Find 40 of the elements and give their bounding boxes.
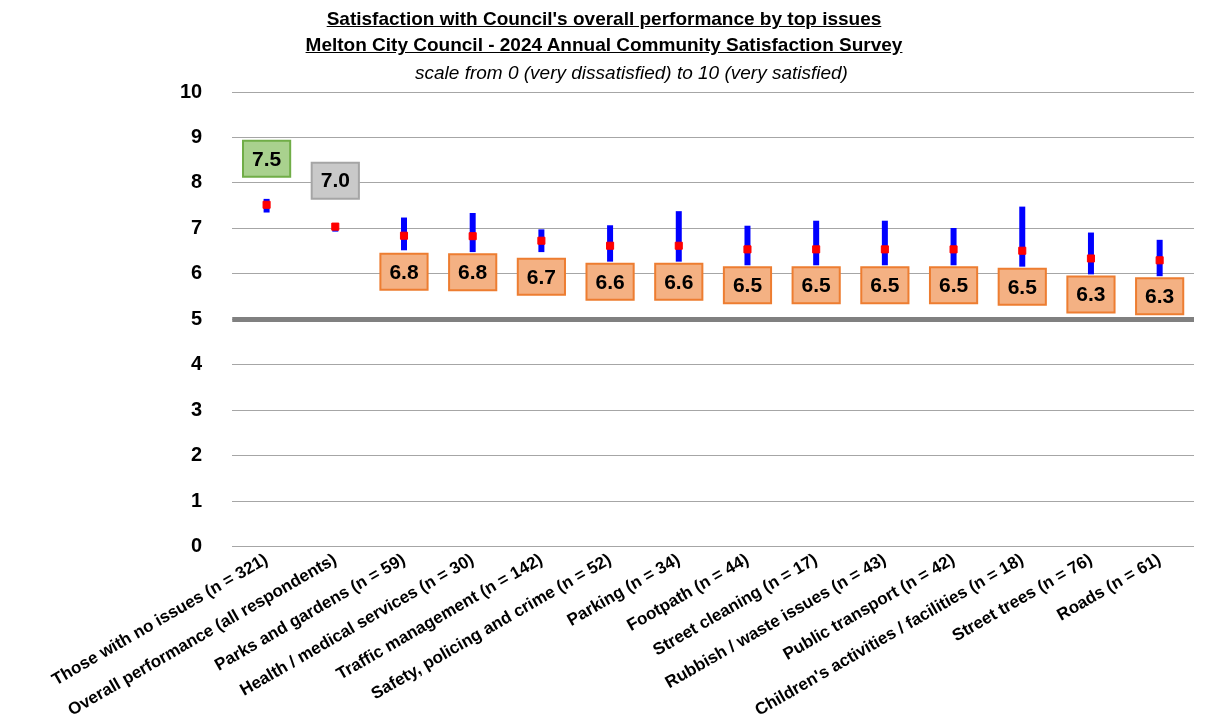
y-tick-label: 9 <box>191 125 203 147</box>
point <box>537 236 546 245</box>
point <box>743 245 752 254</box>
point <box>880 245 889 254</box>
point <box>606 241 615 250</box>
y-tick-label: 4 <box>191 352 204 375</box>
point <box>1018 246 1027 255</box>
data-label: 6.8 <box>389 259 419 283</box>
data-label: 6.5 <box>938 273 969 297</box>
y-tick-label: 7 <box>191 215 203 238</box>
point <box>812 245 821 254</box>
data-label: 6.5 <box>801 273 832 297</box>
data-label: 6.3 <box>1076 282 1106 306</box>
data-label: 6.6 <box>595 269 625 293</box>
point <box>1155 256 1164 265</box>
y-tick-label: 10 <box>180 79 203 102</box>
y-tick-label: 1 <box>191 488 203 511</box>
point <box>468 232 477 241</box>
y-tick-label: 0 <box>191 534 203 557</box>
data-label: 6.5 <box>870 273 900 297</box>
data-label: 6.7 <box>526 264 556 288</box>
data-label: 7.5 <box>251 146 282 170</box>
y-tick-label: 3 <box>191 397 203 420</box>
data-label: 6.8 <box>458 259 488 283</box>
point <box>399 231 409 240</box>
point <box>1086 254 1095 263</box>
y-tick-label: 5 <box>191 306 203 329</box>
chart-subtitle: scale from 0 (very dissatisfied) to 10 (very satisfied) <box>415 62 848 83</box>
data-label: 6.6 <box>664 269 694 293</box>
y-tick-label: 2 <box>191 443 203 466</box>
point <box>674 241 683 250</box>
point <box>949 245 958 254</box>
data-label: 6.5 <box>732 273 763 297</box>
data-label: 6.5 <box>1007 274 1038 298</box>
point <box>331 222 340 231</box>
data-label: 7.0 <box>320 168 350 192</box>
y-tick-label: 8 <box>191 170 203 193</box>
data-label: 6.3 <box>1145 284 1175 308</box>
y-tick-label: 6 <box>191 261 203 284</box>
point <box>262 200 271 209</box>
